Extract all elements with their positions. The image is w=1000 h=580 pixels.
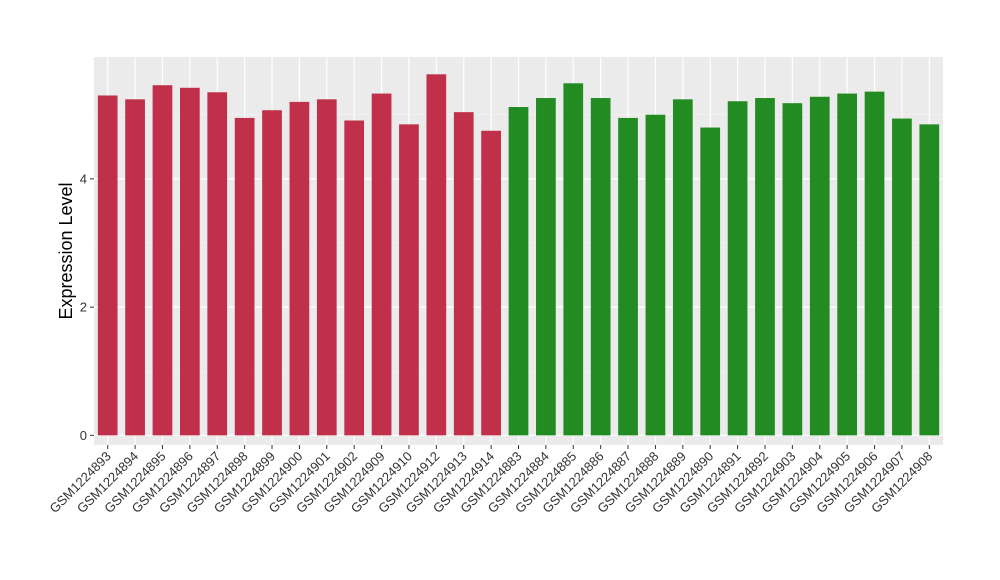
bar-GSM1224888 <box>645 114 666 436</box>
bar-GSM1224893 <box>97 95 118 436</box>
bar-GSM1224896 <box>179 87 200 436</box>
bar-GSM1224913 <box>453 112 474 436</box>
bar-GSM1224897 <box>207 92 228 436</box>
bar-GSM1224903 <box>782 103 803 436</box>
bar-GSM1224883 <box>508 107 529 436</box>
bar-GSM1224900 <box>289 101 310 436</box>
bar-GSM1224886 <box>590 98 611 436</box>
bar-GSM1224909 <box>371 93 392 436</box>
y-axis-title: Expression Level <box>56 182 76 319</box>
bars-layer <box>97 74 940 436</box>
bar-GSM1224910 <box>399 124 419 436</box>
bar-GSM1224912 <box>426 74 447 436</box>
bar-GSM1224894 <box>125 99 145 436</box>
bar-GSM1224891 <box>727 101 748 436</box>
bar-GSM1224895 <box>152 85 173 436</box>
bar-GSM1224898 <box>234 117 255 436</box>
bar-GSM1224887 <box>618 117 638 436</box>
bar-GSM1224885 <box>563 83 584 436</box>
y-tick-label: 2 <box>80 300 87 315</box>
bar-GSM1224889 <box>672 99 693 436</box>
bar-GSM1224892 <box>755 98 775 436</box>
bar-GSM1224884 <box>536 98 556 436</box>
y-axis: 0 2 4 <box>80 171 94 443</box>
bar-GSM1224906 <box>864 91 885 436</box>
x-axis: GSM1224893GSM1224894GSM1224895GSM1224896… <box>46 445 935 516</box>
bar-GSM1224905 <box>837 93 858 436</box>
bar-GSM1224907 <box>892 118 912 436</box>
y-tick-label: 0 <box>80 428 87 443</box>
bar-GSM1224902 <box>344 120 365 436</box>
bar-GSM1224904 <box>809 96 830 436</box>
bar-GSM1224899 <box>262 110 282 436</box>
bar-GSM1224890 <box>700 127 721 436</box>
y-tick-label: 4 <box>80 171 87 186</box>
bar-GSM1224914 <box>481 130 501 436</box>
bar-GSM1224901 <box>316 99 337 436</box>
bar-GSM1224908 <box>919 124 940 436</box>
